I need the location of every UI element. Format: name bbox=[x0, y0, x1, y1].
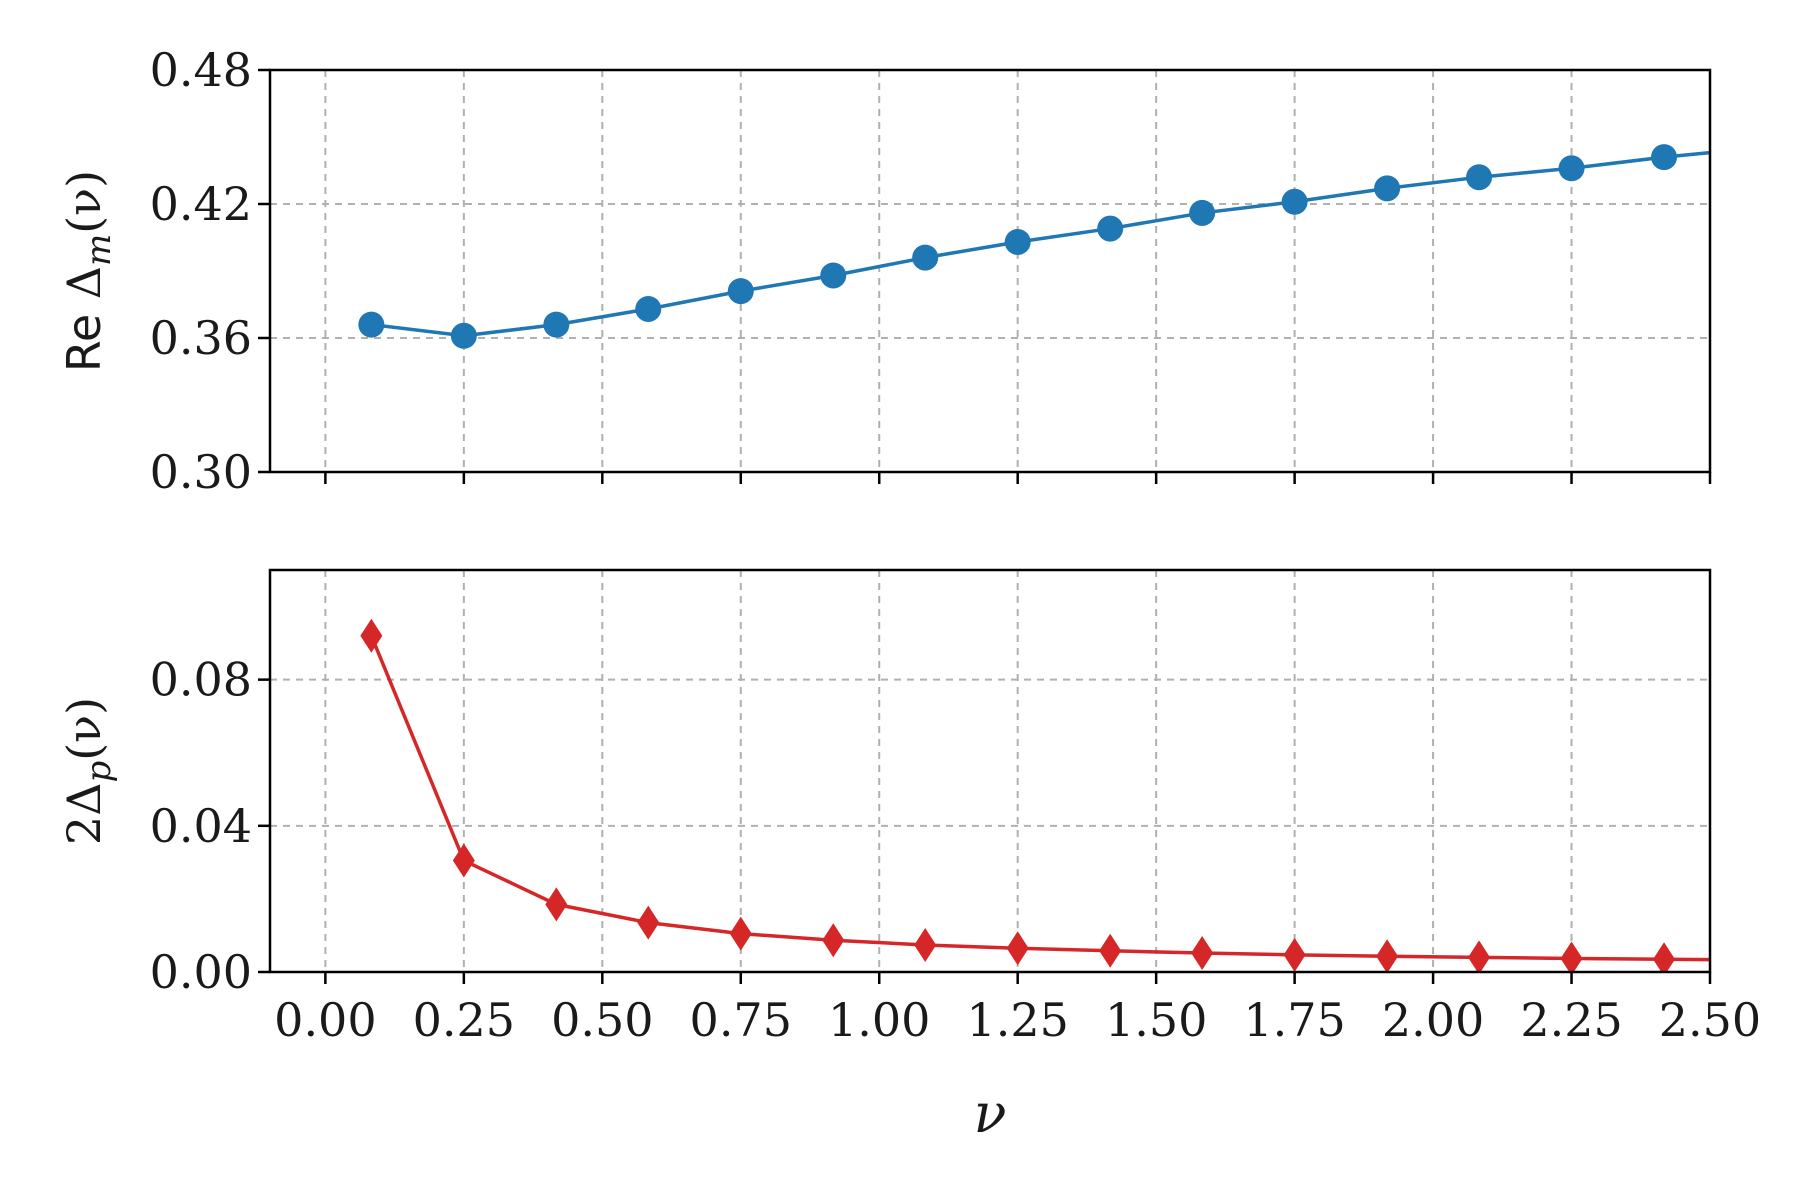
data-point bbox=[360, 618, 383, 653]
data-point bbox=[1376, 939, 1399, 972]
data-point bbox=[1099, 933, 1122, 968]
bottom-panel: 0.00 0.25 0.50 0.75 1.00 1.25 1.50 1.75 2.00 2.25… bbox=[57, 568, 1761, 1145]
x-tick-label: 1.75 bbox=[1243, 993, 1345, 1047]
data-point bbox=[545, 887, 568, 922]
data-point bbox=[822, 923, 845, 958]
series-circle bbox=[358, 144, 1710, 349]
data-point bbox=[1097, 215, 1124, 242]
data-point bbox=[1468, 940, 1491, 972]
y-tick-label: 0.08 bbox=[150, 653, 252, 707]
data-point bbox=[1006, 931, 1029, 966]
series-diamond bbox=[360, 618, 1710, 972]
data-point bbox=[635, 295, 662, 322]
data-point bbox=[729, 916, 752, 951]
x-tick-label: 0.25 bbox=[413, 993, 515, 1047]
y-tick-label: 0.04 bbox=[150, 799, 252, 853]
x-tick-label: 1.00 bbox=[828, 993, 930, 1047]
x-tick-label: 0.75 bbox=[690, 993, 792, 1047]
x-tick-label: 2.50 bbox=[1659, 993, 1761, 1047]
series-line bbox=[371, 150, 1710, 338]
y-axis-label: 2Δp(ν) bbox=[57, 697, 119, 845]
data-point bbox=[1191, 935, 1214, 970]
data-point bbox=[820, 262, 847, 289]
x-tick-label: 0.50 bbox=[551, 993, 653, 1047]
data-point bbox=[1466, 164, 1493, 191]
data-point bbox=[1560, 941, 1583, 972]
x-tick-label: 1.25 bbox=[966, 993, 1068, 1047]
y-axis-label: Re Δm(ν) bbox=[57, 170, 119, 372]
x-tick-label: 1.50 bbox=[1105, 993, 1207, 1047]
y-tick-label: 0.00 bbox=[150, 945, 252, 999]
data-point bbox=[1281, 188, 1308, 215]
x-tick-label: 2.00 bbox=[1382, 993, 1484, 1047]
x-tick-label: 2.25 bbox=[1520, 993, 1622, 1047]
data-point bbox=[912, 244, 939, 271]
data-point bbox=[1653, 942, 1676, 972]
top-panel: 0.30 0.36 0.42 0.48 Re Δm(ν) bbox=[57, 43, 1712, 499]
data-point bbox=[452, 843, 475, 878]
y-tick-label: 0.30 bbox=[150, 445, 252, 499]
data-point bbox=[1283, 937, 1306, 972]
y-tick-label: 0.36 bbox=[150, 311, 252, 365]
series-line bbox=[369, 635, 1710, 962]
data-point bbox=[914, 927, 937, 962]
data-point bbox=[1374, 175, 1401, 202]
data-point bbox=[450, 322, 477, 349]
data-point bbox=[1189, 199, 1216, 226]
y-tick-label: 0.48 bbox=[150, 43, 252, 97]
data-point bbox=[727, 278, 754, 305]
data-point bbox=[1558, 155, 1585, 182]
data-point bbox=[543, 311, 570, 338]
data-point bbox=[358, 311, 385, 338]
data-point bbox=[637, 905, 660, 940]
axes-frame bbox=[268, 68, 1712, 474]
data-point bbox=[1651, 144, 1678, 171]
x-tick-label: 0.00 bbox=[274, 993, 376, 1047]
data-point bbox=[1004, 228, 1031, 255]
x-axis-label: ν bbox=[974, 1082, 1007, 1145]
y-tick-label: 0.42 bbox=[150, 177, 252, 231]
axes-frame bbox=[268, 568, 1712, 974]
